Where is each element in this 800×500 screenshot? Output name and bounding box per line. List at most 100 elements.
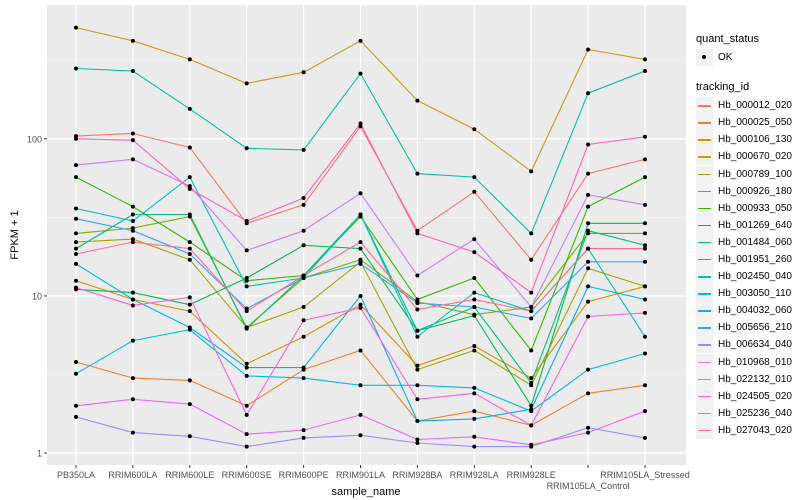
data-point-Hb_000933_050 [130,204,135,209]
data-point-Hb_027043_020 [586,246,591,251]
legend-entry: Hb_005656_210 [696,319,792,337]
data-point-Hb_027043_020 [74,251,78,256]
data-point-Hb_000012_020 [643,157,647,162]
data-point-Hb_027043_020 [187,246,192,251]
data-point-Hb_002450_040 [130,218,135,223]
data-point-Hb_022132_010 [244,432,249,437]
x-tick-label: RRIM928BA [392,470,442,480]
data-point-Hb_024505_020 [130,303,135,308]
legend-entry: Hb_025236_040 [696,404,792,422]
data-point-Hb_002450_040 [74,206,78,211]
data-point-Hb_004032_060 [358,293,363,298]
data-point-Hb_004032_060 [643,297,647,302]
legend-label: Hb_002450_040 [718,271,792,283]
data-point-Hb_006634_040 [415,440,420,445]
data-point-Hb_001269_640 [586,221,591,226]
data-point-Hb_025236_040 [586,142,591,147]
data-point-Hb_000789_100 [643,284,647,289]
data-point-Hb_000106_130 [244,361,249,366]
data-point-Hb_022132_010 [74,403,78,408]
data-point-Hb_000670_020 [529,169,534,174]
legend-entry: Hb_001269_640 [696,216,792,234]
legend-swatch-icon [696,370,713,388]
y-tick-label: 1 [37,449,42,459]
data-point-Hb_000670_020 [187,57,192,62]
data-point-Hb_006634_040 [130,430,135,435]
data-point-Hb_000789_100 [415,367,420,372]
data-point-Hb_002450_040 [244,284,249,289]
legend-entry: Hb_001484_060 [696,233,792,251]
legend-label: Hb_025236_040 [718,407,792,419]
data-point-Hb_002450_040 [358,212,363,217]
data-point-Hb_000670_020 [130,38,135,43]
legend-entry: Hb_000789_100 [696,165,792,183]
legend-swatch-icon [696,421,713,439]
data-point-Hb_005656_210 [643,259,647,264]
legend-swatch-icon [696,404,713,422]
legend-swatch-icon [696,250,713,268]
data-point-Hb_022132_010 [358,412,363,417]
legend-label: Hb_000012_020 [718,100,792,112]
plot-panel [47,5,686,465]
y-tick-label: 100 [27,134,42,144]
data-point-Hb_000025_050 [244,403,249,408]
data-point-Hb_000789_100 [301,305,306,310]
data-point-Hb_001269_640 [301,243,306,248]
data-point-Hb_000106_130 [529,376,534,381]
data-point-Hb_000789_100 [586,266,591,271]
data-point-Hb_001951_260 [643,68,647,73]
data-point-Hb_000106_130 [472,344,477,349]
data-point-Hb_000933_050 [472,276,477,281]
x-tick-label: RRIM600PE [279,470,329,480]
data-point-Hb_001951_260 [130,68,135,73]
data-point-Hb_000025_050 [130,376,135,381]
data-point-Hb_000012_020 [586,171,591,176]
legend-label: Hb_001951_260 [718,253,792,265]
data-point-Hb_024505_020 [529,423,534,428]
data-point-Hb_001951_260 [529,231,534,236]
data-point-Hb_000012_020 [187,145,192,150]
legend-swatch-icon [696,285,713,303]
data-point-Hb_001484_060 [529,380,534,385]
data-point-Hb_025236_040 [187,186,192,191]
data-point-Hb_005656_210 [187,251,192,256]
data-point-Hb_010968_010 [529,305,534,310]
data-point-Hb_025236_040 [244,218,249,223]
legend-label: Hb_000106_130 [718,134,792,146]
data-point-Hb_027043_020 [301,273,306,278]
legend-entry: Hb_000106_130 [696,131,792,149]
data-point-Hb_005656_210 [586,259,591,264]
legend-swatch-icon [696,336,713,354]
data-point-Hb_025236_040 [415,231,420,236]
x-axis-title: sample_name [331,486,400,498]
data-point-Hb_024505_020 [586,314,591,319]
data-point-Hb_001484_060 [415,328,420,333]
data-point-Hb_022132_010 [301,428,306,433]
data-point-Hb_010968_010 [244,248,249,253]
data-point-Hb_002450_040 [415,334,420,339]
data-point-Hb_000933_050 [187,240,192,245]
data-point-Hb_006634_040 [358,433,363,438]
data-point-Hb_005656_210 [415,301,420,306]
legend-swatch-icon [696,165,713,183]
data-point-Hb_022132_010 [529,442,534,447]
data-point-Hb_022132_010 [472,434,477,439]
data-point-Hb_006634_040 [244,444,249,449]
data-point-Hb_027043_020 [472,297,477,302]
legend-label: Hb_003050_110 [718,288,792,300]
data-point-Hb_004032_060 [586,284,591,289]
data-point-Hb_001951_260 [472,175,477,180]
data-point-Hb_000670_020 [643,57,647,62]
data-point-Hb_006634_040 [74,414,78,419]
legend-label: Hb_027043_020 [718,424,792,436]
legend-entry: Hb_022132_010 [696,370,792,388]
legend-entry: Hb_002450_040 [696,268,792,286]
data-point-Hb_010968_010 [643,202,647,207]
data-point-Hb_001484_060 [187,212,192,217]
legend-entry: Hb_000926_180 [696,182,792,200]
data-point-Hb_000025_050 [586,391,591,396]
data-point-Hb_004032_060 [415,419,420,424]
data-point-Hb_003050_110 [643,351,647,356]
data-point-Hb_001951_260 [301,147,306,152]
